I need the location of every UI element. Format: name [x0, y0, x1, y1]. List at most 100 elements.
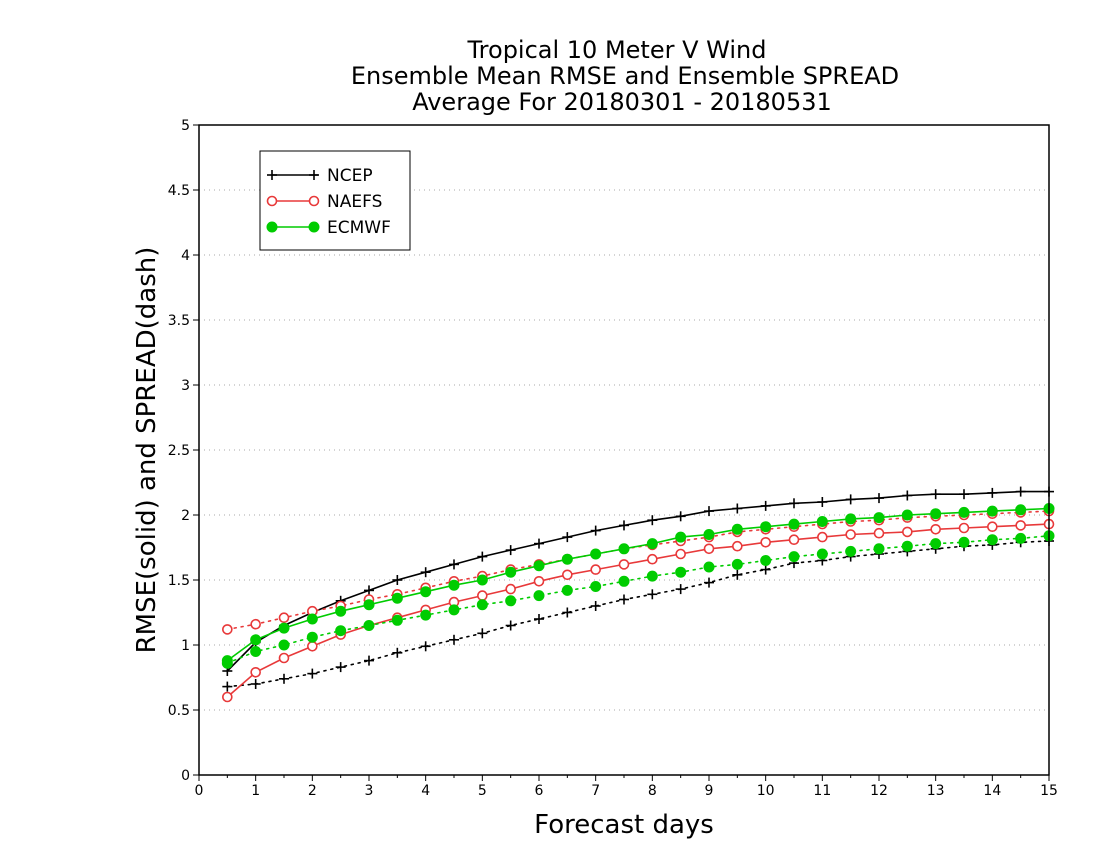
data-point-ecmwf-spread [873, 543, 885, 555]
data-point-ecmwf-rmse [250, 634, 262, 646]
data-point-ncep-spread [619, 594, 629, 605]
data-point-ncep-rmse [590, 525, 601, 536]
legend-label-ecmwf: ECMWF [327, 218, 391, 238]
data-point-ecmwf-rmse [335, 605, 347, 617]
data-point-naefs-rmse [562, 569, 573, 581]
data-point-naefs-rmse [760, 536, 771, 548]
x-tick-label: 4 [421, 783, 430, 799]
data-point-ncep-spread [449, 634, 459, 645]
data-point-ecmwf-spread [901, 540, 913, 552]
data-point-naefs-rmse [590, 564, 601, 575]
data-point-naefs-spread [222, 624, 233, 635]
series-line-ncep-spread [226, 540, 1050, 688]
data-point-naefs-rmse [505, 583, 516, 595]
legend-items: NCEP NAEFS ECMWF [266, 166, 391, 238]
data-point-ncep-rmse [364, 585, 374, 596]
data-point-naefs-rmse [250, 666, 261, 678]
data-point-ecmwf-spread [561, 584, 573, 596]
data-point-ncep-spread [392, 647, 403, 658]
x-tick-label: 12 [870, 783, 888, 799]
data-point-ecmwf-rmse [958, 506, 970, 518]
data-point-ecmwf-rmse [731, 523, 743, 535]
data-point-ecmwf-rmse [561, 553, 573, 565]
data-point-ecmwf-spread [590, 581, 602, 592]
data-point-naefs-rmse [703, 543, 715, 555]
data-point-ncep-rmse [449, 559, 459, 570]
data-point-ncep-rmse [987, 487, 998, 498]
x-axis-title: Forecast days [534, 810, 714, 840]
data-point-ncep-spread [279, 673, 289, 684]
data-point-ecmwf-spread [505, 595, 517, 607]
data-point-naefs-rmse [675, 548, 686, 560]
data-point-ncep-spread [505, 620, 516, 631]
data-point-naefs-rmse [930, 523, 941, 535]
data-point-ecmwf-spread [335, 625, 347, 637]
data-point-ecmwf-rmse [675, 531, 687, 543]
data-point-ecmwf-rmse [873, 512, 885, 524]
data-point-ecmwf-rmse [221, 655, 233, 667]
series-line-naefs-rmse [226, 523, 1050, 698]
data-point-ecmwf-spread [533, 590, 545, 602]
data-point-ncep-rmse [505, 545, 516, 556]
data-point-ncep-rmse [1015, 486, 1026, 497]
data-point-naefs-rmse [845, 529, 856, 540]
data-point-ncep-rmse [902, 490, 913, 501]
data-point-ecmwf-spread [816, 548, 828, 560]
data-point-naefs-rmse [222, 691, 233, 703]
x-tick-label: 11 [813, 783, 831, 799]
x-tick-label: 0 [195, 783, 204, 799]
legend-label-ncep: NCEP [327, 166, 373, 186]
x-tick-label: 5 [478, 783, 487, 799]
legend-marker-ecmwf [266, 221, 278, 233]
data-point-ecmwf-spread [278, 639, 290, 651]
y-tick-label: 1.5 [168, 573, 190, 589]
data-point-naefs-rmse [732, 540, 743, 552]
data-point-ncep-rmse [534, 538, 544, 549]
data-point-ncep-rmse [930, 489, 941, 500]
x-tick-label: 15 [1040, 783, 1058, 799]
data-point-ecmwf-rmse [816, 516, 828, 527]
data-point-ecmwf-rmse [1015, 504, 1027, 516]
x-tick-label: 8 [648, 783, 657, 799]
data-point-ecmwf-spread [760, 555, 772, 566]
x-tick-label: 2 [308, 783, 317, 799]
data-point-ecmwf-spread [618, 575, 630, 587]
y-tick-label: 0 [181, 768, 190, 784]
data-point-ncep-rmse [647, 515, 658, 526]
y-tick-label: 4 [181, 248, 190, 264]
data-point-ecmwf-spread [250, 646, 262, 657]
data-point-ncep-spread [760, 564, 771, 575]
data-point-ncep-spread [732, 569, 743, 580]
legend-label-naefs: NAEFS [327, 192, 382, 212]
data-point-ncep-spread [420, 641, 431, 652]
x-tick-label: 10 [757, 783, 775, 799]
data-point-ecmwf-rmse [986, 505, 998, 517]
data-point-ncep-spread [222, 681, 233, 692]
data-point-ecmwf-rmse [306, 613, 318, 625]
data-point-ncep-spread [364, 655, 374, 666]
legend-marker-naefs [308, 195, 320, 207]
legend-marker-naefs [266, 195, 278, 207]
data-point-ncep-rmse [477, 551, 488, 562]
series-line-naefs-spread [226, 510, 1050, 631]
legend: NCEP NAEFS ECMWF [259, 150, 411, 251]
data-point-ecmwf-rmse [476, 574, 488, 586]
data-point-ncep-spread [534, 614, 544, 624]
data-point-ncep-rmse [619, 520, 629, 531]
data-point-naefs-rmse [1015, 520, 1026, 531]
data-point-naefs-spread [250, 618, 261, 630]
data-point-ecmwf-rmse [646, 538, 658, 550]
x-tick-label: 14 [983, 783, 1001, 799]
data-point-ecmwf-rmse [760, 521, 772, 533]
data-point-ncep-rmse [817, 497, 828, 507]
data-point-ecmwf-spread [788, 551, 800, 563]
y-tick-label: 0.5 [168, 703, 190, 719]
data-point-ecmwf-rmse [590, 548, 602, 560]
x-tick-label: 13 [927, 783, 945, 799]
data-point-ecmwf-rmse [278, 622, 290, 634]
data-point-ecmwf-spread [391, 614, 403, 626]
data-point-ecmwf-rmse [533, 560, 545, 572]
data-point-ecmwf-spread [731, 558, 743, 570]
plot-frame [198, 124, 1050, 776]
data-point-ecmwf-rmse [363, 599, 375, 611]
